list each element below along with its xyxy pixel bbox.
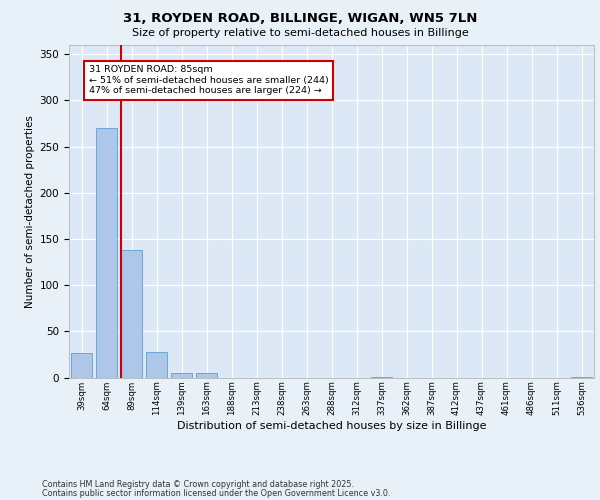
Bar <box>171 373 192 378</box>
Text: 31, ROYDEN ROAD, BILLINGE, WIGAN, WN5 7LN: 31, ROYDEN ROAD, BILLINGE, WIGAN, WN5 7L… <box>123 12 477 26</box>
Text: 31 ROYDEN ROAD: 85sqm
← 51% of semi-detached houses are smaller (244)
47% of sem: 31 ROYDEN ROAD: 85sqm ← 51% of semi-deta… <box>89 66 329 95</box>
Bar <box>121 250 142 378</box>
Bar <box>96 128 117 378</box>
Text: Contains HM Land Registry data © Crown copyright and database right 2025.: Contains HM Land Registry data © Crown c… <box>42 480 354 489</box>
Bar <box>71 352 92 378</box>
Bar <box>571 376 592 378</box>
Bar <box>371 376 392 378</box>
Bar <box>196 373 217 378</box>
Y-axis label: Number of semi-detached properties: Number of semi-detached properties <box>25 115 35 308</box>
Bar <box>146 352 167 378</box>
Text: Size of property relative to semi-detached houses in Billinge: Size of property relative to semi-detach… <box>131 28 469 38</box>
X-axis label: Distribution of semi-detached houses by size in Billinge: Distribution of semi-detached houses by … <box>177 420 486 430</box>
Text: Contains public sector information licensed under the Open Government Licence v3: Contains public sector information licen… <box>42 489 391 498</box>
